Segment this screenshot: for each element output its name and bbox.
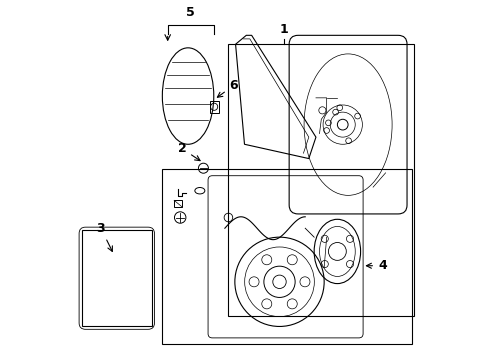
Text: 1: 1 xyxy=(279,23,287,36)
Bar xyxy=(174,201,182,207)
Bar xyxy=(162,169,411,344)
Text: 6: 6 xyxy=(217,79,238,97)
Text: 2: 2 xyxy=(177,142,200,161)
Bar xyxy=(82,230,151,327)
Text: 5: 5 xyxy=(185,6,194,19)
Bar xyxy=(228,44,413,316)
Text: 3: 3 xyxy=(97,222,112,251)
Text: 4: 4 xyxy=(366,259,386,272)
Bar xyxy=(209,101,218,113)
